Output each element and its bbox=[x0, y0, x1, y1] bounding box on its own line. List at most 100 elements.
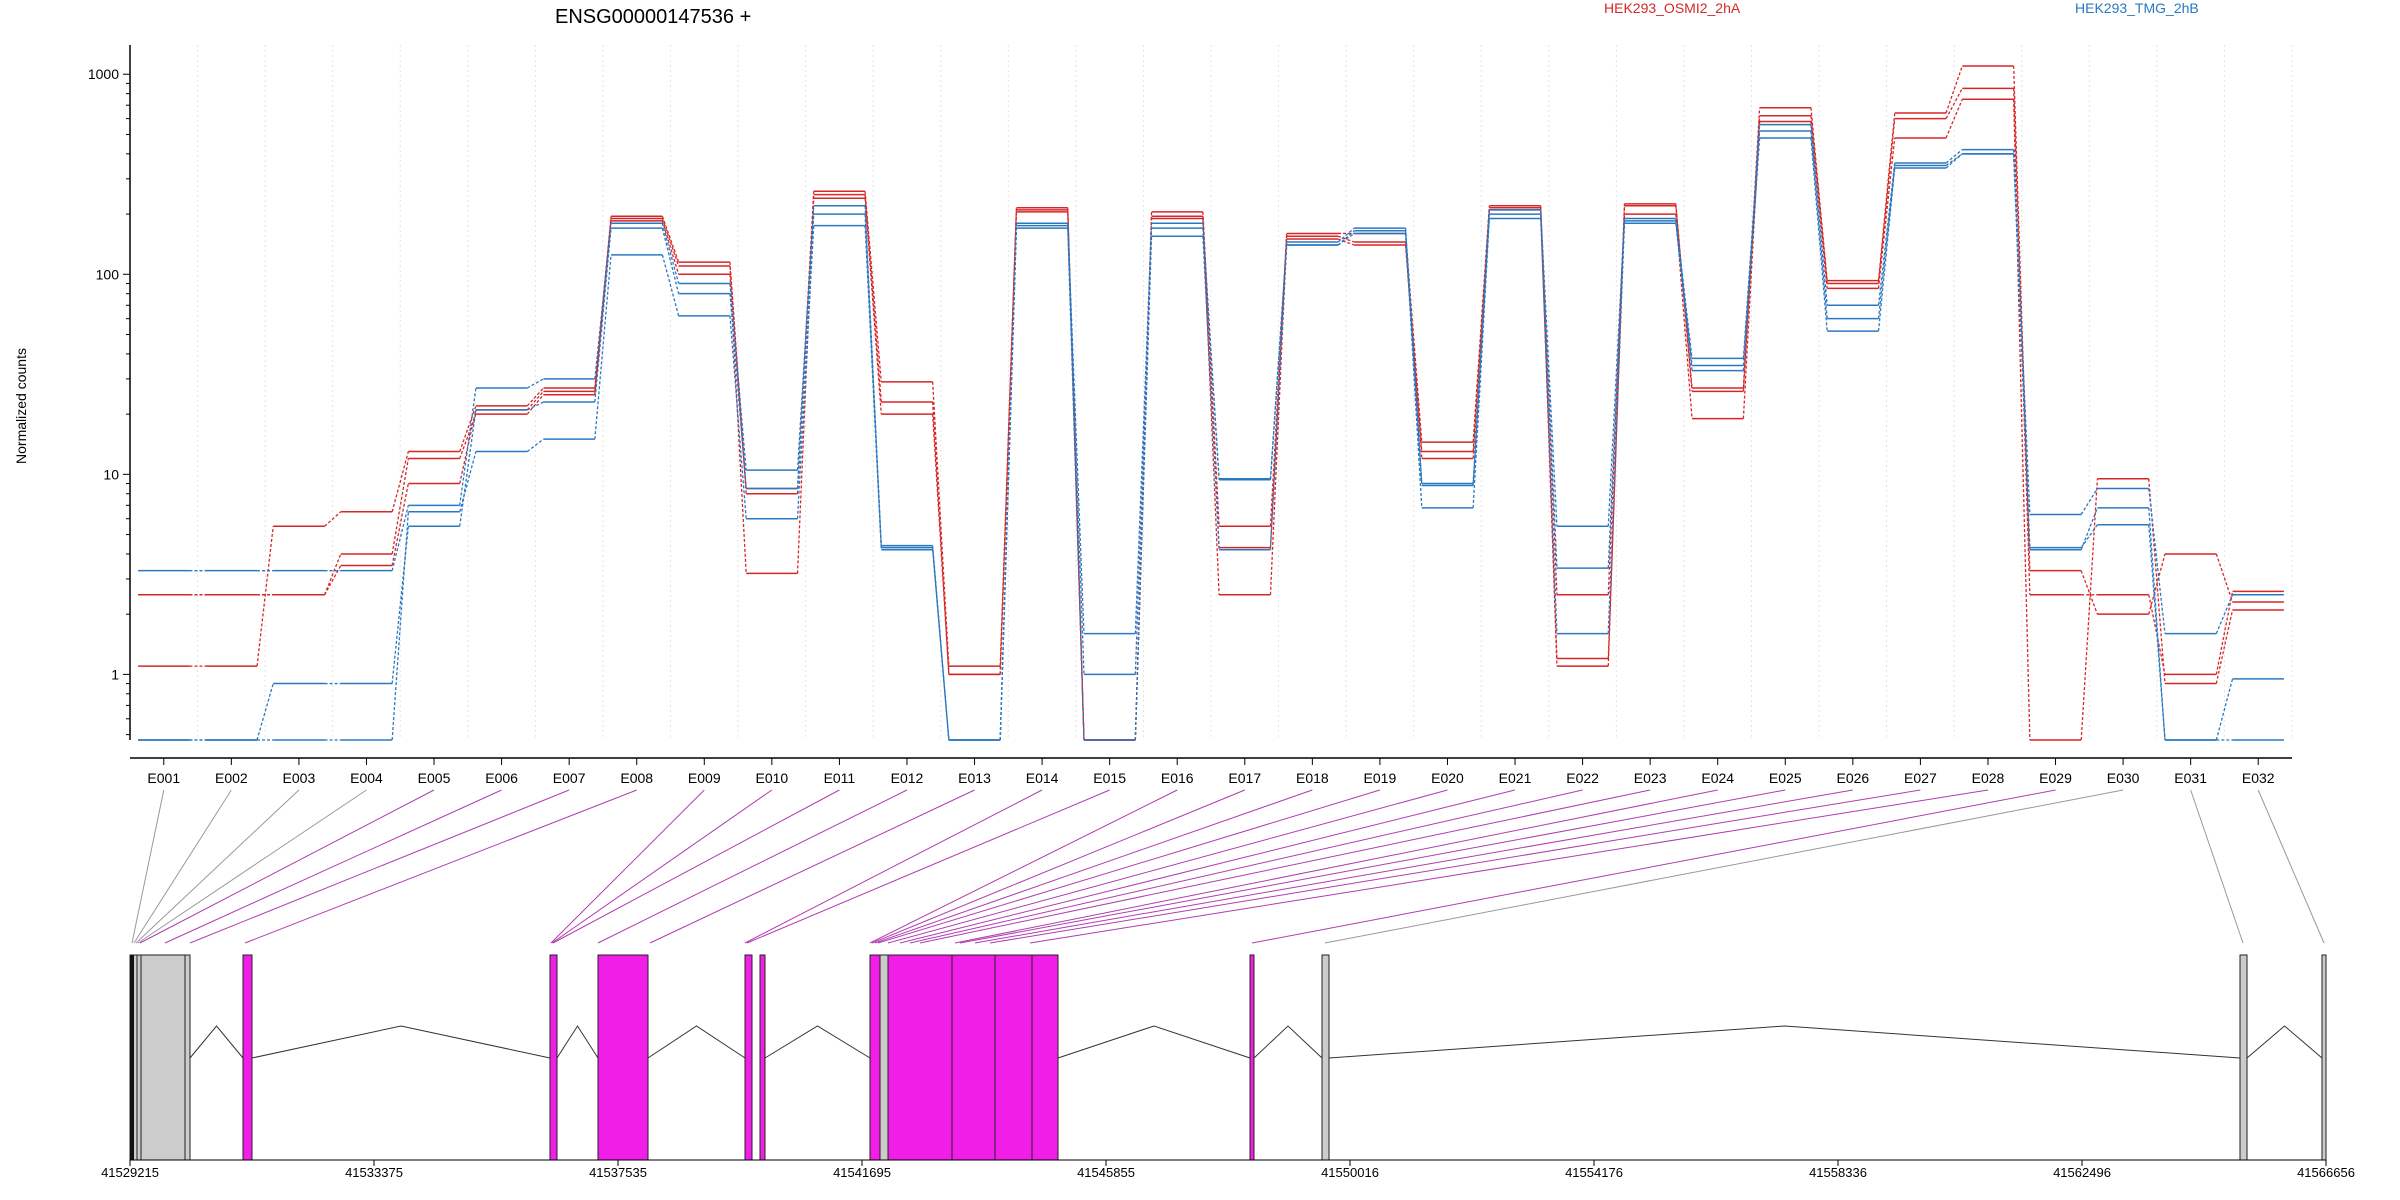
legend-entry-tmg: HEK293_TMG_2hB bbox=[2075, 0, 2199, 16]
genomic-tick-label: 41554176 bbox=[1565, 1165, 1623, 1180]
series-connector bbox=[459, 413, 477, 459]
x-tick-label: E024 bbox=[1701, 770, 1734, 786]
series-connector bbox=[931, 401, 950, 675]
x-axis: E001 E002 E003 E004 E005 E006 E007 E008 E009 E010… bbox=[130, 757, 2292, 786]
x-tick-label: E005 bbox=[418, 770, 451, 786]
series-connector bbox=[526, 387, 544, 407]
series-connector bbox=[864, 198, 882, 415]
series-connector bbox=[1472, 214, 1491, 486]
exon-block bbox=[549, 954, 558, 1161]
exon-link bbox=[2190, 789, 2244, 944]
series-connector bbox=[1067, 223, 1085, 634]
series-connector bbox=[391, 458, 409, 555]
series-connector bbox=[1337, 227, 1355, 243]
exon-link bbox=[137, 789, 367, 944]
series-connector bbox=[729, 315, 747, 519]
series-connector bbox=[323, 553, 342, 596]
series-connector bbox=[864, 191, 882, 382]
y-tick-label: 10 bbox=[103, 466, 119, 482]
x-tick-label: E021 bbox=[1499, 770, 1532, 786]
genomic-coordinate-axis: 41529215 41533375 41537535 41541695 41545855… bbox=[101, 1159, 2355, 1180]
series-connector bbox=[1810, 115, 1828, 284]
series-connector bbox=[2215, 594, 2234, 634]
series-connector bbox=[864, 225, 882, 550]
exon-link bbox=[139, 789, 435, 944]
series-connector bbox=[1810, 124, 1828, 306]
exon-link bbox=[871, 789, 1245, 944]
series-connector bbox=[1607, 220, 1626, 569]
series-connector bbox=[459, 451, 477, 512]
series-connector bbox=[526, 401, 544, 411]
genomic-tick-label: 41541695 bbox=[833, 1165, 891, 1180]
series-connector bbox=[391, 505, 409, 571]
x-tick-label: E019 bbox=[1364, 770, 1397, 786]
series-connector bbox=[1607, 218, 1626, 527]
x-tick-label: E017 bbox=[1228, 770, 1261, 786]
series-connector bbox=[1404, 230, 1423, 486]
exon-link bbox=[550, 789, 705, 944]
exon-link bbox=[552, 789, 840, 944]
exon-link bbox=[909, 789, 1583, 944]
x-tick-label: E010 bbox=[755, 770, 788, 786]
series-connector bbox=[1202, 236, 1220, 550]
intron-line bbox=[556, 1025, 599, 1059]
exon-link bbox=[989, 789, 1921, 944]
series-connector bbox=[1337, 232, 1355, 246]
x-tick-label: E001 bbox=[147, 770, 180, 786]
series-connector bbox=[459, 405, 477, 452]
y-axis-label: Normalized counts bbox=[13, 348, 29, 464]
series-connector bbox=[2080, 488, 2098, 515]
series-connector bbox=[459, 409, 477, 484]
intron-line bbox=[1057, 1025, 1251, 1059]
exon-link bbox=[133, 789, 232, 944]
series-connector bbox=[1945, 98, 1963, 139]
exon-link bbox=[877, 789, 1381, 944]
series-connector bbox=[1945, 88, 1963, 119]
exon-link bbox=[899, 789, 1516, 944]
exon-link bbox=[869, 789, 1178, 944]
exon-link bbox=[874, 789, 1313, 944]
series-lines bbox=[138, 65, 2284, 741]
series-connector bbox=[661, 223, 680, 284]
series-connector bbox=[391, 511, 410, 741]
x-tick-label: E013 bbox=[958, 770, 991, 786]
series-connector bbox=[1877, 167, 1896, 332]
series-connector bbox=[594, 223, 612, 379]
series-connector bbox=[526, 378, 544, 389]
series-connector bbox=[1134, 236, 1153, 741]
series-connector bbox=[1877, 112, 1896, 281]
x-tick-label: E014 bbox=[1026, 770, 1059, 786]
x-tick-label: E003 bbox=[283, 770, 316, 786]
series-connector bbox=[1810, 121, 1828, 289]
genomic-tick-label: 41545855 bbox=[1077, 1165, 1135, 1180]
exon-link bbox=[244, 789, 637, 944]
series-connector bbox=[1877, 137, 1896, 289]
series-connector bbox=[661, 216, 680, 263]
exon-link bbox=[744, 789, 1043, 944]
exon-link bbox=[919, 789, 1651, 944]
x-tick-label: E027 bbox=[1904, 770, 1937, 786]
genomic-tick-label: 41566656 bbox=[2297, 1165, 2355, 1180]
series-connector bbox=[526, 394, 544, 415]
series-connector bbox=[459, 409, 477, 527]
series-connector bbox=[1337, 238, 1355, 246]
series-connector bbox=[2148, 488, 2166, 634]
series-connector bbox=[1337, 230, 1355, 246]
series-connector bbox=[661, 254, 680, 316]
series-connector bbox=[2215, 678, 2234, 741]
x-tick-label: E011 bbox=[824, 770, 856, 786]
series-connector bbox=[2080, 478, 2099, 741]
series-connector bbox=[1337, 235, 1355, 243]
series-connector bbox=[391, 483, 409, 566]
series-connector bbox=[1404, 233, 1423, 508]
exon-block bbox=[2321, 954, 2327, 1161]
series-connector bbox=[1810, 107, 1828, 281]
series-connector bbox=[1945, 153, 1963, 166]
series-connector bbox=[1067, 228, 1085, 741]
series-connector bbox=[1675, 214, 1693, 419]
series-connector bbox=[594, 254, 612, 440]
exon-link bbox=[551, 789, 773, 944]
series-connector bbox=[256, 526, 274, 667]
series-connector bbox=[324, 565, 342, 596]
series-connector bbox=[2215, 553, 2234, 603]
